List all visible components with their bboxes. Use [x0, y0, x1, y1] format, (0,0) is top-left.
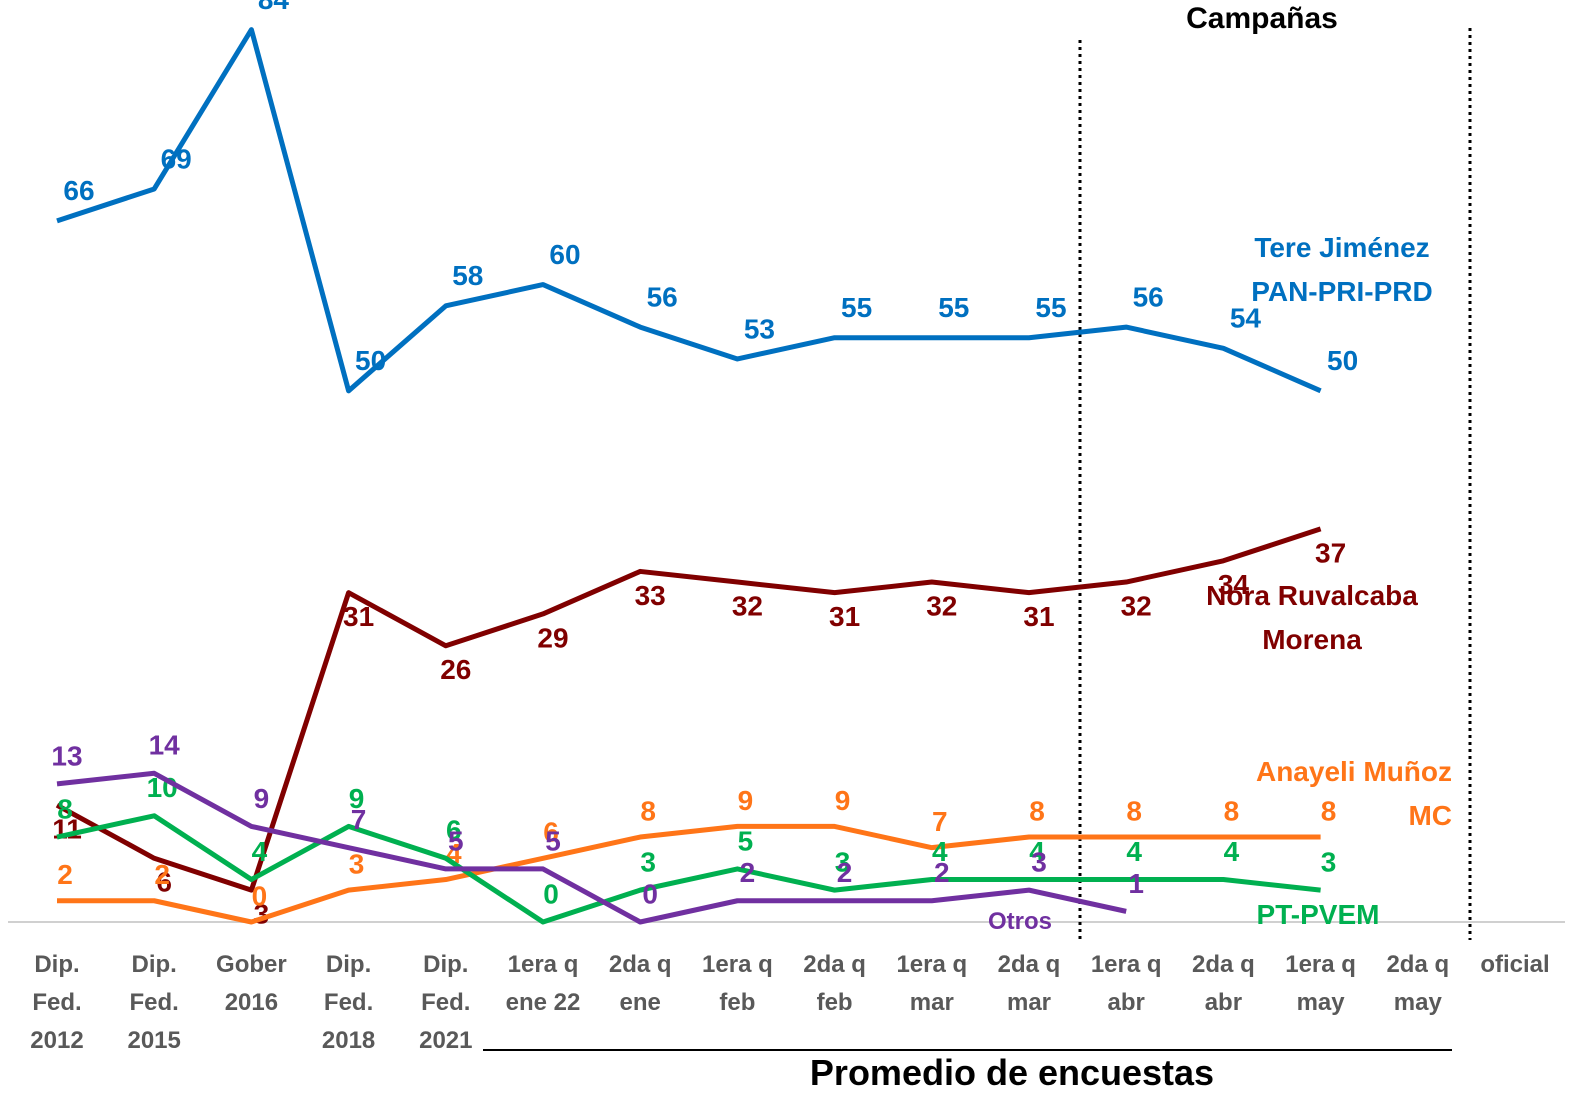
- data-label: 4: [1029, 836, 1045, 867]
- data-label: 29: [537, 622, 568, 653]
- legend-label: PT-PVEM: [1256, 899, 1380, 930]
- data-label: 6: [543, 817, 559, 848]
- x-tick-label: 2da q feb: [803, 951, 866, 1016]
- data-label: 1: [1128, 868, 1144, 899]
- data-label: 6: [446, 815, 462, 846]
- data-label: 0: [543, 878, 559, 909]
- data-label: 3: [640, 847, 656, 878]
- data-label: 0: [642, 878, 658, 909]
- data-label: 55: [841, 292, 872, 323]
- data-label: 3: [1031, 847, 1047, 878]
- data-label: 56: [1133, 281, 1164, 312]
- data-label: 2: [934, 857, 950, 888]
- data-label: 66: [63, 175, 94, 206]
- data-label: 9: [835, 785, 851, 816]
- x-tick-label: 1era q may: [1285, 951, 1356, 1016]
- data-label: 31: [1023, 601, 1054, 632]
- data-label: 0: [252, 880, 268, 911]
- data-label: 26: [440, 654, 471, 685]
- data-label: 53: [744, 313, 775, 344]
- data-label: 5: [738, 825, 754, 856]
- x-tick-label: Dip. Fed. 2012: [30, 951, 84, 1054]
- data-label: 50: [355, 345, 386, 376]
- data-label: 32: [1121, 590, 1152, 621]
- series-line: [56, 27, 1322, 394]
- data-label: 34: [1218, 569, 1250, 600]
- x-tick-label: oficial: [1480, 951, 1550, 978]
- x-tick-label: 2da q mar: [997, 951, 1061, 1016]
- data-label: 13: [51, 740, 82, 771]
- data-label: 33: [635, 580, 666, 611]
- chart-title: Campañas: [1186, 2, 1338, 35]
- data-label: 8: [640, 795, 656, 826]
- data-label: 5: [545, 825, 561, 856]
- data-label: 8: [1224, 795, 1240, 826]
- data-label: 31: [343, 601, 374, 632]
- data-label: 11: [52, 814, 82, 845]
- x-tick-label: Dip. Fed. 2018: [321, 951, 376, 1054]
- x-tick-label: Dip. Fed. 2021: [419, 951, 473, 1054]
- data-label: 8: [57, 793, 73, 824]
- data-label: 3: [1321, 847, 1337, 878]
- x-tick-label: 1era q ene 22: [505, 951, 581, 1016]
- data-label: 4: [1126, 836, 1142, 867]
- x-tick-label: Gober 2016: [216, 951, 287, 1016]
- data-label: 4: [252, 836, 268, 867]
- x-tick-label: 1era q mar: [896, 951, 968, 1016]
- data-label: 37: [1315, 537, 1346, 568]
- data-label: 8: [1126, 795, 1142, 826]
- data-label: 32: [926, 590, 957, 621]
- x-tick-label: 2da q ene: [608, 951, 672, 1016]
- data-label: 5: [448, 825, 464, 856]
- data-label: 2: [57, 859, 73, 890]
- data-label: 50: [1327, 345, 1358, 376]
- data-label: 69: [161, 143, 192, 174]
- series-line: [56, 813, 1321, 925]
- data-label: 3: [349, 849, 365, 880]
- data-label: 3: [835, 847, 851, 878]
- data-label: 7: [351, 804, 367, 835]
- series-line: [56, 770, 1127, 925]
- legend-label: Tere Jiménez PAN-PRI-PRD: [1251, 232, 1433, 307]
- data-label: 9: [254, 783, 270, 814]
- x-tick-label: 2da q may: [1386, 951, 1450, 1016]
- data-label: 55: [1035, 292, 1066, 323]
- data-label: 84: [258, 0, 290, 15]
- x-tick-label: 1era q abr: [1090, 951, 1162, 1016]
- x-tick-label: Dip. Fed. 2015: [127, 951, 181, 1054]
- data-label: 9: [738, 785, 754, 816]
- data-label: 54: [1230, 303, 1262, 334]
- data-label: 56: [647, 281, 678, 312]
- data-label: 8: [1029, 795, 1045, 826]
- series-line: [55, 526, 1322, 893]
- legend-label: Otros: [987, 908, 1052, 935]
- legend-label: Nora Ruvalcaba Morena: [1206, 580, 1418, 655]
- data-label: 2: [740, 857, 756, 888]
- chart-subtitle: Promedio de encuestas: [809, 1052, 1215, 1093]
- data-label: 9: [349, 783, 365, 814]
- data-label: 4: [932, 836, 948, 867]
- data-label: 7: [932, 806, 948, 837]
- data-label: 14: [149, 730, 181, 761]
- legend-label: Anayeli Muñoz MC: [1255, 756, 1452, 831]
- data-label: 8: [1321, 795, 1337, 826]
- data-label: 6: [156, 867, 172, 898]
- data-label: 2: [837, 857, 853, 888]
- data-label: 58: [452, 260, 483, 291]
- data-label: 60: [549, 239, 580, 270]
- x-tick-label: 1era q feb: [702, 951, 773, 1016]
- x-tick-label: 2da q abr: [1192, 951, 1255, 1016]
- data-label: 4: [1224, 836, 1240, 867]
- data-label: 2: [154, 859, 170, 890]
- data-label: 55: [938, 292, 969, 323]
- series-line: [57, 823, 1321, 925]
- data-label: 31: [829, 601, 860, 632]
- data-label: 32: [732, 590, 763, 621]
